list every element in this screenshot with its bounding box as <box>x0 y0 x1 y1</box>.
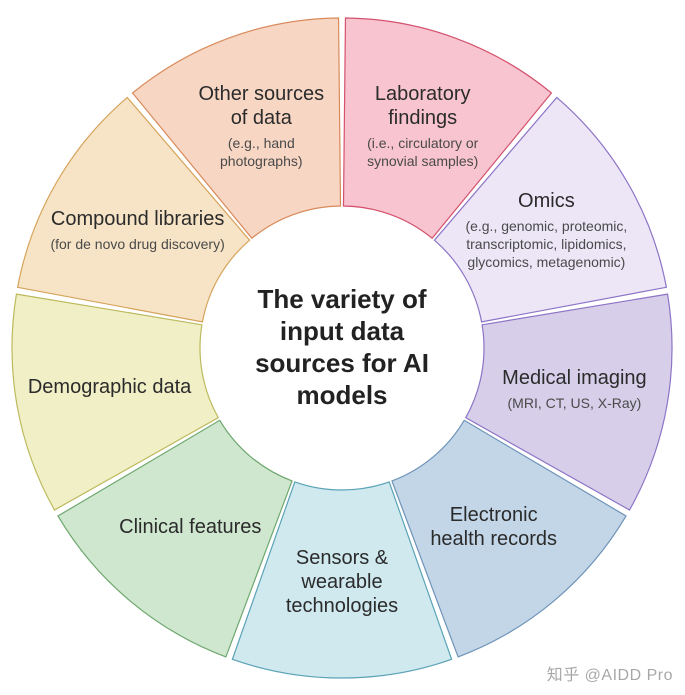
donut-chart-svg: Laboratoryfindings (i.e., circulatory or s… <box>0 0 685 695</box>
segment-title-line: Clinical features <box>119 516 261 538</box>
segment-label-group: Medical imaging (MRI, CT, US, X-Ray) <box>502 367 647 411</box>
watermark-text: 知乎 @AIDD Pro <box>547 661 673 685</box>
segment-title-line: of data <box>231 107 293 129</box>
center-label-line: sources for AI <box>255 348 429 378</box>
segment-title-line: Compound libraries <box>51 208 224 230</box>
segment-title-line: findings <box>388 107 457 129</box>
center-label-line: input data <box>280 316 405 346</box>
segment-sub-line: transcriptomic, lipidomics, <box>466 236 626 252</box>
segment-sub-line: glycomics, metagenomic) <box>467 254 625 270</box>
segment-label-group: Sensors &wearabletechnologies <box>286 547 398 617</box>
segment-title-line: Sensors & <box>296 547 389 569</box>
donut-chart-container: Laboratoryfindings (i.e., circulatory or s… <box>0 0 685 695</box>
segment-title-line: Omics <box>518 190 575 212</box>
segment-sub-line: (e.g., hand <box>228 135 295 151</box>
segment-sub-line: (i.e., circulatory or <box>367 135 479 151</box>
segment-sub-line: (MRI, CT, US, X-Ray) <box>508 395 642 411</box>
segment-title-line: technologies <box>286 595 398 617</box>
segment-sub-line: synovial samples) <box>367 153 478 169</box>
segment-title-line: health records <box>430 528 557 550</box>
segment-title-line: Demographic data <box>28 376 192 398</box>
segment-label-group: Clinical features <box>119 516 261 538</box>
center-label-line: The variety of <box>257 284 426 314</box>
segment-sub-line: photographs) <box>220 153 303 169</box>
segment-title-line: Other sources <box>198 83 324 105</box>
segment-title-line: Laboratory <box>375 83 471 105</box>
segment-sub-line: (e.g., genomic, proteomic, <box>465 218 627 234</box>
segment-title-line: wearable <box>300 571 382 593</box>
segment-label-group: Demographic data <box>28 376 192 398</box>
segment-title-line: Medical imaging <box>502 367 647 389</box>
segment-sub-line: (for de novo drug discovery) <box>50 236 224 252</box>
segment-title-line: Electronic <box>450 504 538 526</box>
center-label-line: models <box>296 380 387 410</box>
